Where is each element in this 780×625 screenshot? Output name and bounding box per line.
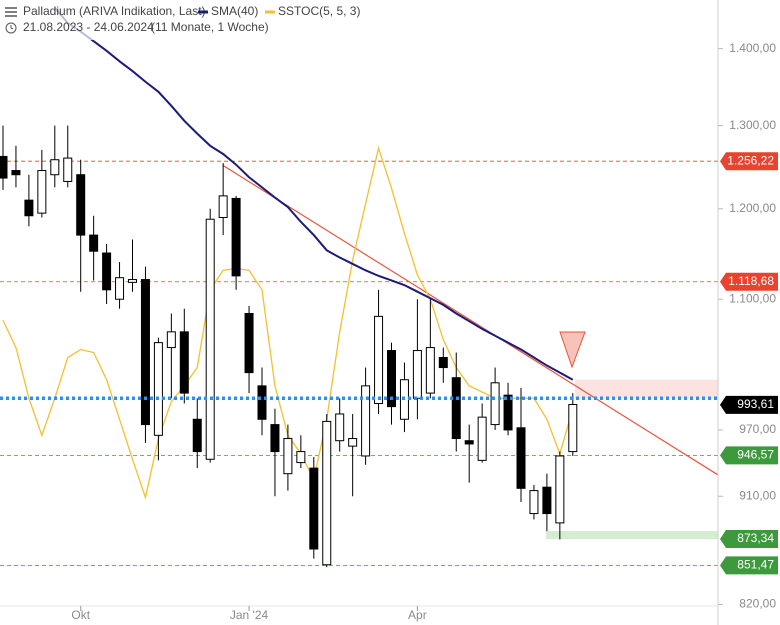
- candle-body: [296, 451, 306, 464]
- candle-body: [477, 416, 487, 461]
- candle-body: [438, 357, 448, 369]
- candle-body: [37, 170, 47, 214]
- chart-title: Palladium (ARIVA Indikation, Last): [23, 4, 206, 18]
- candle-body: [270, 424, 280, 453]
- signal-triangle: [559, 331, 586, 369]
- candle-body: [244, 312, 254, 374]
- header-bg: [0, 0, 420, 40]
- candle-body: [179, 331, 189, 394]
- candle-body: [24, 199, 34, 217]
- zone: [575, 379, 718, 399]
- x-tick-label: Okt: [71, 608, 90, 622]
- menu-icon[interactable]: [5, 7, 17, 17]
- clock-icon: [5, 22, 17, 34]
- candle-body: [516, 427, 526, 489]
- candle-body: [76, 174, 86, 236]
- candle-body: [464, 440, 474, 445]
- y-tick-label: 1.200,00: [729, 201, 776, 215]
- series-line: [54, 7, 574, 381]
- candle-body: [166, 331, 176, 349]
- candle-body: [11, 170, 21, 176]
- level-label: 873,34: [737, 531, 774, 545]
- candle-body: [231, 197, 241, 277]
- candle-body: [335, 413, 345, 442]
- level-label-box: [720, 446, 778, 465]
- candle-body: [205, 218, 215, 460]
- y-tick-label: 1.300,00: [729, 118, 776, 132]
- candle-body: [63, 157, 73, 182]
- level-label-box: [720, 530, 778, 549]
- candle-body: [555, 455, 565, 524]
- date-range: 21.08.2023 - 24.06.2024: [23, 20, 154, 34]
- candle-body: [128, 279, 137, 283]
- level-label: 1.256,22: [727, 153, 774, 167]
- y-tick-label: 910,00: [739, 488, 776, 502]
- candle-body: [153, 342, 163, 436]
- level-label-box: [720, 152, 778, 171]
- candle-body: [50, 159, 60, 176]
- candle-body: [425, 347, 435, 394]
- candle-body: [387, 350, 396, 408]
- y-tick-label: 1.400,00: [729, 41, 776, 55]
- candle-body: [503, 394, 513, 431]
- candle-body: [89, 234, 99, 252]
- level-label-box: [720, 272, 778, 291]
- candle-body: [361, 385, 371, 457]
- plot-area: [0, 7, 719, 568]
- level-label-box: [720, 556, 778, 575]
- candle-body: [140, 279, 150, 426]
- level-label: 1.118,68: [728, 274, 774, 288]
- legend-label: SSTOC(5, 5, 3): [278, 4, 360, 18]
- level-label: 946,57: [737, 448, 774, 462]
- candle-body: [115, 277, 125, 300]
- y-tick-label: 970,00: [739, 422, 776, 436]
- candle-body: [451, 377, 461, 440]
- level-label: 851,47: [737, 558, 774, 572]
- candle-body: [0, 155, 8, 179]
- candle-body: [542, 486, 552, 515]
- candle-body: [529, 490, 539, 515]
- y-tick-label: 820,00: [739, 597, 776, 611]
- level-label: 993,61: [737, 397, 774, 411]
- period: (11 Monate, 1 Woche): [151, 20, 269, 34]
- candle-body: [568, 404, 578, 453]
- x-tick-label: Jan '24: [230, 608, 269, 622]
- candle-body: [283, 438, 293, 475]
- legend-label: SMA(40): [211, 4, 258, 18]
- candle-body: [218, 195, 228, 218]
- x-tick-label: Apr: [408, 608, 427, 622]
- level-label-box: [720, 395, 778, 414]
- y-tick-label: 1.100,00: [729, 291, 776, 305]
- candle-body: [257, 385, 267, 420]
- candle-body: [412, 350, 422, 399]
- candle-body: [192, 418, 202, 453]
- candle-body: [322, 420, 332, 566]
- candle-body: [102, 252, 112, 291]
- candle-body: [374, 315, 384, 404]
- trendline: [222, 165, 719, 476]
- candle-body: [348, 438, 358, 447]
- candle-body: [490, 382, 500, 426]
- clock-hand: [10, 25, 14, 30]
- zone: [546, 531, 718, 540]
- candle-body: [309, 467, 319, 550]
